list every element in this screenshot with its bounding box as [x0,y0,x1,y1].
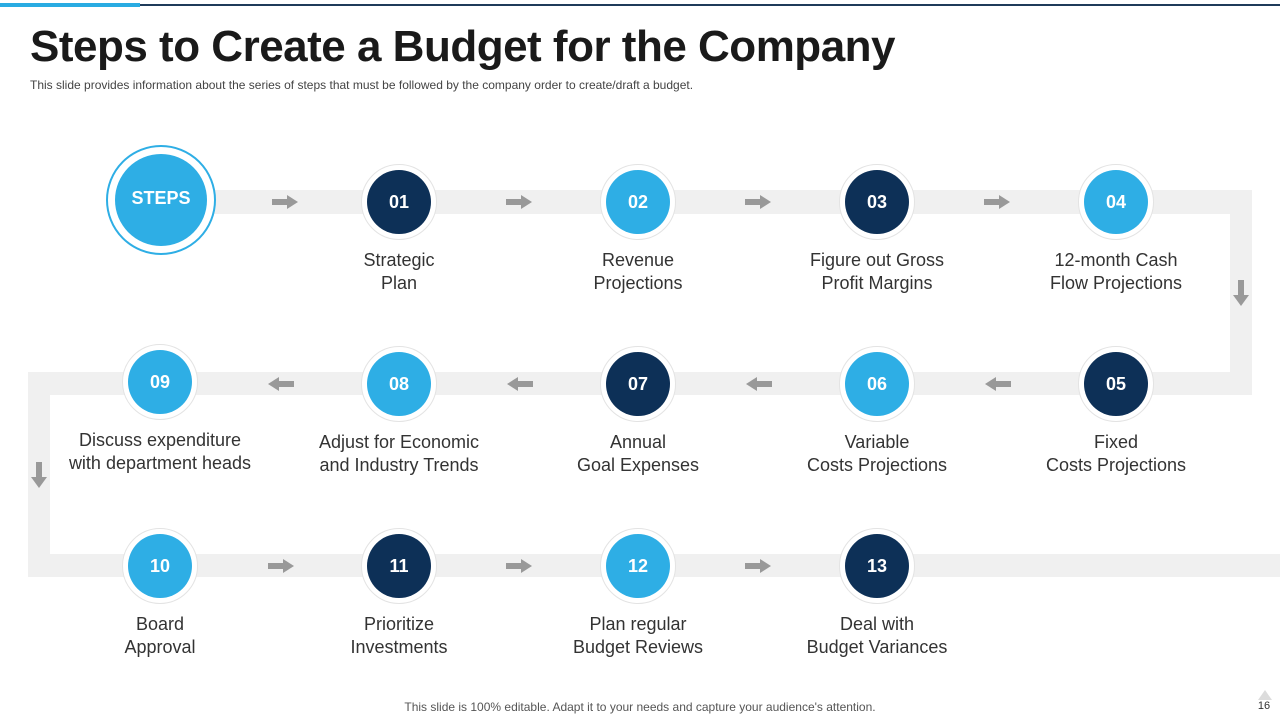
step-label-line1: Variable [844,432,910,452]
page-number: 16 [1257,700,1271,712]
step-label-line2: Investments [350,637,448,657]
step-label-line1: Annual [609,432,667,452]
step-label-line1: Discuss expenditure [78,430,242,450]
step-label: Revenue Projections [528,249,748,295]
step-number: 06 [866,373,888,394]
step-label-line2: and Industry Trends [319,455,479,475]
step-label-line1: Plan regular [589,614,687,634]
step-number: 05 [1105,373,1127,394]
step-label-line2: Profit Margins [821,273,933,293]
step-number: 03 [866,191,888,212]
step-label-line2: Goal Expenses [576,455,700,475]
step-label-line2: Approval [124,637,196,657]
arrow-right-icon [984,195,1010,214]
step-number: 01 [388,191,410,212]
step-label-line1: Deal with [839,614,915,634]
step-label-line2: Flow Projections [1049,273,1183,293]
top-rule-accent [0,3,140,7]
arrow-right-icon [745,559,771,578]
step-label: Fixed Costs Projections [1006,431,1226,477]
steps-start-node: STEPS [115,154,207,246]
step-label-line2: Costs Projections [806,455,948,475]
footer-note: This slide is 100% editable. Adapt it to… [404,700,876,714]
page-corner-icon [1258,690,1272,700]
step-number: 09 [149,371,171,392]
step-node-07: 07 [606,352,670,416]
step-label-line2: Budget Variances [806,637,948,657]
arrow-right-icon [506,195,532,214]
arrow-left-icon [507,377,533,396]
arrow-down-icon [31,462,47,493]
step-label: Deal with Budget Variances [767,613,987,659]
step-label: 12-month Cash Flow Projections [1006,249,1226,295]
step-node-04: 04 [1084,170,1148,234]
step-node-03: 03 [845,170,909,234]
page-subtitle: This slide provides information about th… [30,78,694,92]
step-label: Discuss expenditure with department heads [50,429,270,475]
step-label: Adjust for Economic and Industry Trends [289,431,509,477]
step-number: 13 [866,555,888,576]
arrow-left-icon [268,377,294,396]
step-label-line1: Figure out Gross [809,250,945,270]
page-title: Steps to Create a Budget for the Company [30,22,896,71]
step-label-line2: Budget Reviews [572,637,704,657]
step-number: 04 [1105,191,1127,212]
track-row-1 [160,190,1252,214]
step-node-09: 09 [128,350,192,414]
step-label: Variable Costs Projections [767,431,987,477]
steps-start-label: STEPS [131,187,191,208]
step-node-13: 13 [845,534,909,598]
arrow-right-icon [272,195,298,214]
step-node-06: 06 [845,352,909,416]
step-label: Annual Goal Expenses [528,431,748,477]
step-number: 12 [627,555,649,576]
step-node-01: 01 [367,170,431,234]
step-number: 07 [627,373,649,394]
step-node-11: 11 [367,534,431,598]
step-label-line1: Revenue [601,250,675,270]
arrow-left-icon [746,377,772,396]
step-label-line1: Strategic [363,250,435,270]
arrow-right-icon [745,195,771,214]
step-node-05: 05 [1084,352,1148,416]
arrow-down-icon [1233,280,1249,311]
step-node-10: 10 [128,534,192,598]
step-label: Strategic Plan [289,249,509,295]
step-number: 11 [389,555,409,576]
step-label: Prioritize Investments [289,613,509,659]
arrow-right-icon [268,559,294,578]
top-rule [0,4,1280,6]
arrow-right-icon [506,559,532,578]
step-label-line2: Costs Projections [1045,455,1187,475]
step-node-12: 12 [606,534,670,598]
step-label-line1: 12-month Cash [1054,250,1178,270]
step-number: 10 [149,555,171,576]
step-label-line2: with department heads [68,453,252,473]
step-label-line1: Adjust for Economic [318,432,480,452]
step-node-02: 02 [606,170,670,234]
step-number: 08 [388,373,410,394]
step-label-line1: Fixed [1093,432,1138,452]
step-label-line1: Board [135,614,185,634]
step-label: Figure out Gross Profit Margins [767,249,987,295]
step-label: Board Approval [50,613,270,659]
step-label-line2: Plan [380,273,418,293]
step-label: Plan regular Budget Reviews [528,613,748,659]
step-label-line1: Prioritize [363,614,434,634]
step-number: 02 [627,191,649,212]
step-node-08: 08 [367,352,431,416]
arrow-left-icon [985,377,1011,396]
step-label-line2: Projections [593,273,683,293]
